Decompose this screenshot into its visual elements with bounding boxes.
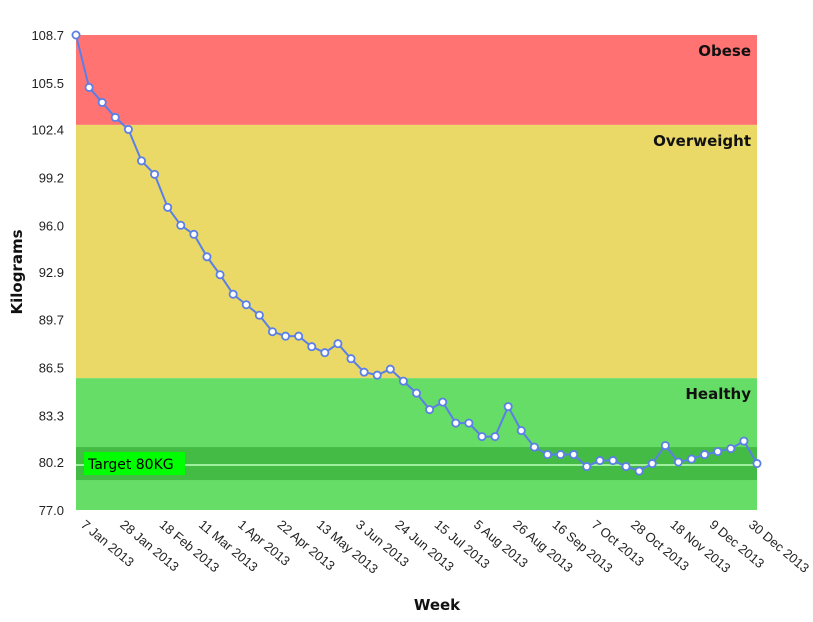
data-point	[176, 220, 186, 230]
data-point	[490, 432, 500, 442]
data-point	[438, 397, 448, 407]
data-point	[503, 402, 513, 412]
data-point	[608, 456, 618, 466]
target-band: Target 80KG	[76, 447, 757, 481]
zone-obese	[76, 35, 757, 125]
y-axis-ticks: 77.0 80.2 83.3 86.5 89.7 92.9 96.0 99.2 102.4 105…	[31, 28, 64, 518]
data-point	[71, 30, 81, 40]
data-point	[634, 466, 644, 476]
y-tick-label: 99.2	[39, 170, 64, 185]
data-point	[333, 339, 343, 349]
zone-healthy	[76, 378, 757, 510]
data-point	[411, 388, 421, 398]
data-point	[359, 367, 369, 377]
data-point	[84, 82, 94, 92]
y-tick-label: 96.0	[39, 218, 64, 233]
y-tick-label: 105.5	[31, 76, 64, 91]
y-tick-label: 86.5	[39, 361, 64, 376]
y-tick-label: 80.2	[39, 455, 64, 470]
data-point	[700, 450, 710, 460]
data-point	[254, 310, 264, 320]
data-point	[726, 444, 736, 454]
data-point	[189, 229, 199, 239]
data-point	[385, 364, 395, 374]
data-point	[110, 112, 120, 122]
y-tick-label: 92.9	[39, 265, 64, 280]
y-axis-title: Kilograms	[8, 229, 26, 314]
data-point	[713, 447, 723, 457]
data-point	[281, 331, 291, 341]
target-label: Target 80KG	[87, 457, 174, 473]
zone-labels: Obese Overweight Healthy	[653, 42, 751, 403]
data-point	[451, 418, 461, 428]
data-point	[228, 289, 238, 299]
weight-series	[71, 30, 762, 476]
data-point	[398, 376, 408, 386]
data-point	[202, 252, 212, 262]
data-point	[372, 370, 382, 380]
data-point	[150, 169, 160, 179]
data-point	[267, 327, 277, 337]
data-point	[163, 202, 173, 212]
y-tick-label: 83.3	[39, 409, 64, 424]
y-tick-label: 77.0	[39, 503, 64, 518]
data-point	[739, 436, 749, 446]
data-point	[569, 450, 579, 460]
data-point	[595, 456, 605, 466]
data-point	[215, 270, 225, 280]
data-point	[123, 124, 133, 134]
data-point	[647, 459, 657, 469]
zone-label-obese: Obese	[698, 42, 751, 60]
data-point	[752, 459, 762, 469]
data-point	[529, 442, 539, 452]
data-point	[673, 457, 683, 467]
data-point	[307, 342, 317, 352]
zone-label-overweight: Overweight	[653, 132, 751, 150]
x-axis-title: Week	[414, 596, 461, 614]
data-point	[136, 156, 146, 166]
target-band-rect	[76, 447, 757, 481]
data-point	[516, 426, 526, 436]
data-point	[97, 97, 107, 107]
y-tick-label: 102.4	[31, 122, 64, 137]
data-point	[464, 418, 474, 428]
data-point	[425, 405, 435, 415]
data-point	[687, 454, 697, 464]
data-point	[556, 450, 566, 460]
data-point	[320, 348, 330, 358]
data-point	[477, 432, 487, 442]
data-point	[660, 441, 670, 451]
weight-zones	[76, 35, 757, 510]
data-point	[294, 331, 304, 341]
data-point	[346, 354, 356, 364]
data-point	[542, 450, 552, 460]
data-point	[241, 300, 251, 310]
data-point	[582, 462, 592, 472]
y-tick-label: 108.7	[31, 28, 64, 43]
zone-label-healthy: Healthy	[685, 385, 751, 403]
zone-overweight	[76, 124, 757, 379]
data-point	[621, 462, 631, 472]
y-tick-label: 89.7	[39, 313, 64, 328]
target-label-bg	[84, 452, 185, 476]
